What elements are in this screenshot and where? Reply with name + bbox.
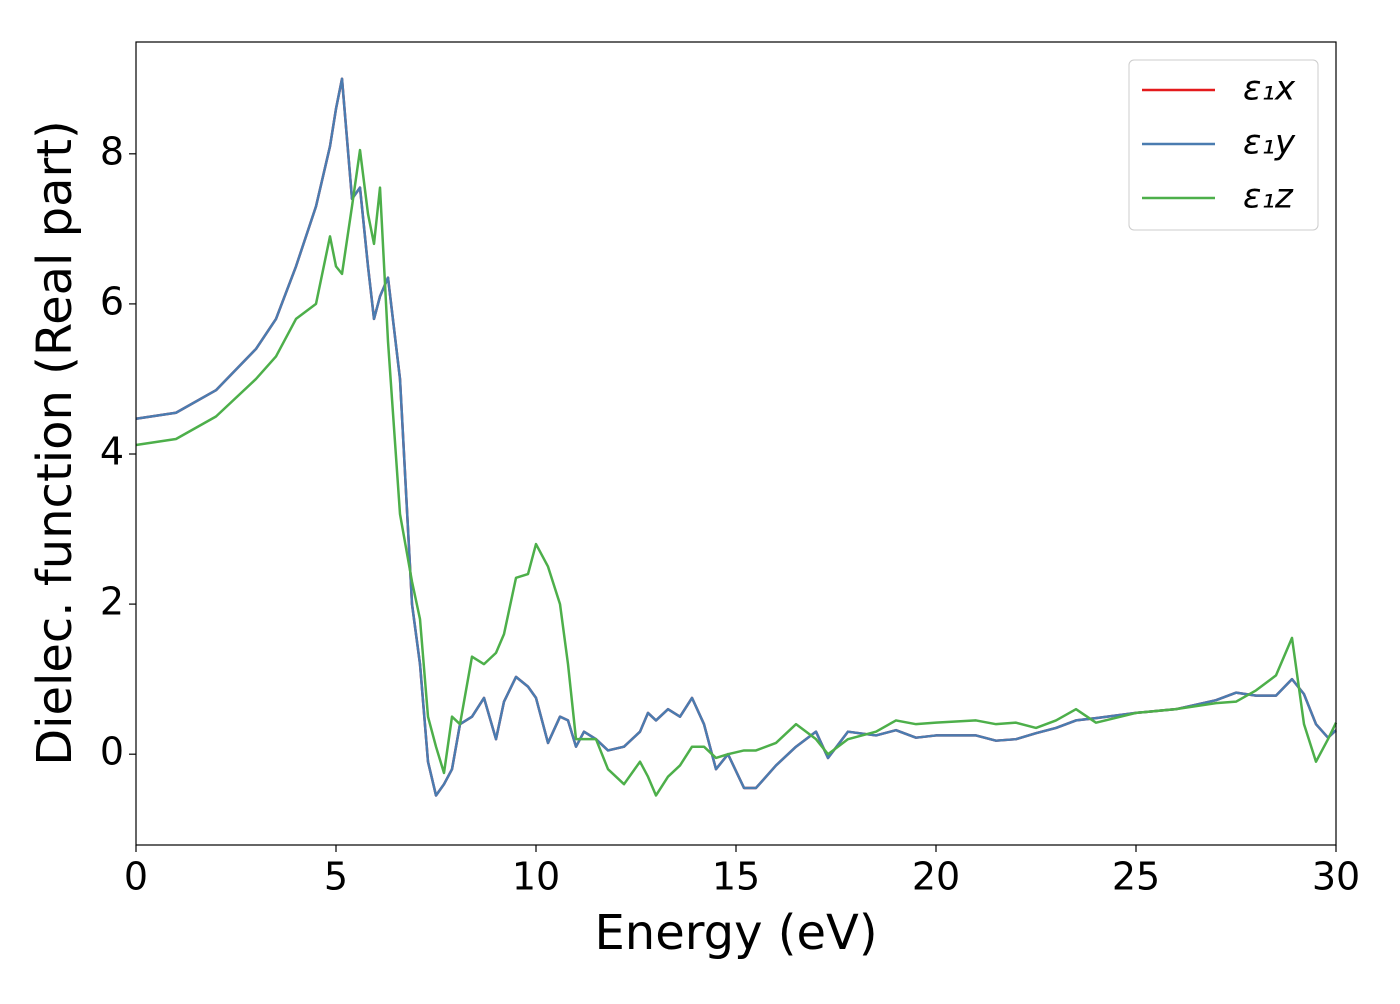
legend-label: ε₁x xyxy=(1243,69,1296,109)
legend-box xyxy=(1128,59,1319,231)
x-tick-label: 30 xyxy=(1312,855,1360,899)
x-tick-label: 5 xyxy=(324,855,348,899)
legend-label: ε₁z xyxy=(1243,177,1294,217)
x-axis-label: Energy (eV) xyxy=(594,905,877,961)
y-tick-label: 2 xyxy=(100,580,124,624)
y-tick-label: 4 xyxy=(100,430,124,474)
series-line xyxy=(135,77,1337,797)
x-tick-label: 25 xyxy=(1112,855,1160,899)
y-tick-label: 6 xyxy=(100,279,124,323)
x-tick-label: 20 xyxy=(912,855,960,899)
x-tick-label: 10 xyxy=(512,855,560,899)
y-tick-label: 8 xyxy=(100,129,124,173)
series-line xyxy=(135,148,1338,797)
x-tick-label: 0 xyxy=(124,855,148,899)
y-tick-label: 0 xyxy=(100,730,124,774)
legend-label: ε₁y xyxy=(1243,123,1296,163)
x-tick-label: 15 xyxy=(712,855,760,899)
y-axis-label: Dielec. function (Real part) xyxy=(27,120,83,766)
